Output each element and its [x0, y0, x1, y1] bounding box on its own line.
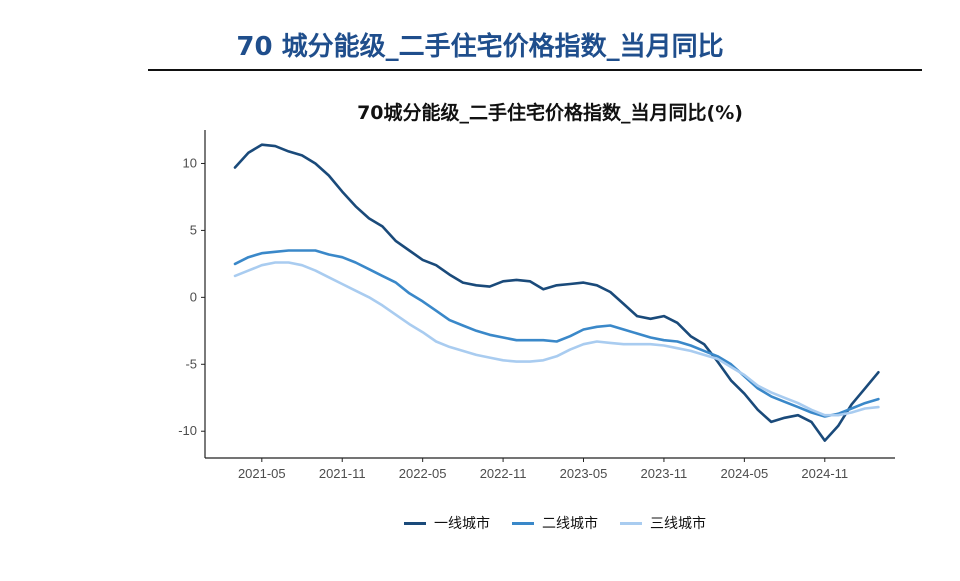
chart-title: 70城分能级_二手住宅价格指数_当月同比(%) — [357, 102, 743, 124]
legend-swatch — [512, 521, 534, 525]
legend-label: 三线城市 — [650, 516, 706, 532]
x-tick-label: 2023-11 — [641, 466, 688, 481]
title-divider — [148, 69, 922, 71]
y-tick-label: 0 — [190, 289, 197, 304]
legend-label: 二线城市 — [542, 516, 598, 532]
legend-swatch — [404, 521, 426, 525]
legend-item: 三线城市 — [620, 513, 706, 533]
page-title: 70 城分能级_二手住宅价格指数_当月同比 — [236, 32, 724, 62]
x-tick-label: 2022-05 — [399, 466, 447, 481]
x-tick-label: 2021-05 — [238, 466, 286, 481]
series-line-2 — [233, 249, 880, 418]
y-tick-label: 10 — [183, 155, 197, 170]
x-tick-label: 2022-11 — [480, 466, 527, 481]
y-axis: 10 5 0 -5 -10 — [178, 130, 206, 458]
x-tick-label: 2024-11 — [801, 466, 848, 481]
series-line-3 — [233, 261, 880, 417]
x-tick-label: 2024-05 — [721, 466, 769, 481]
series-layer — [233, 143, 880, 442]
x-tick-label: 2023-05 — [560, 466, 608, 481]
x-tick-label: 2021-11 — [319, 466, 366, 481]
y-tick-label: -5 — [185, 356, 197, 371]
y-tick-label: 5 — [190, 222, 197, 237]
legend-item: 二线城市 — [512, 513, 598, 533]
series-line-1 — [233, 143, 880, 442]
legend: 一线城市 二线城市 三线城市 — [0, 513, 960, 533]
legend-swatch — [620, 521, 642, 525]
legend-item: 一线城市 — [404, 513, 490, 533]
legend-label: 一线城市 — [434, 516, 490, 532]
y-tick-label: -10 — [178, 423, 197, 438]
x-axis: 2021-05 2021-11 2022-05 2022-11 2023-05 2023-… — [205, 457, 895, 481]
